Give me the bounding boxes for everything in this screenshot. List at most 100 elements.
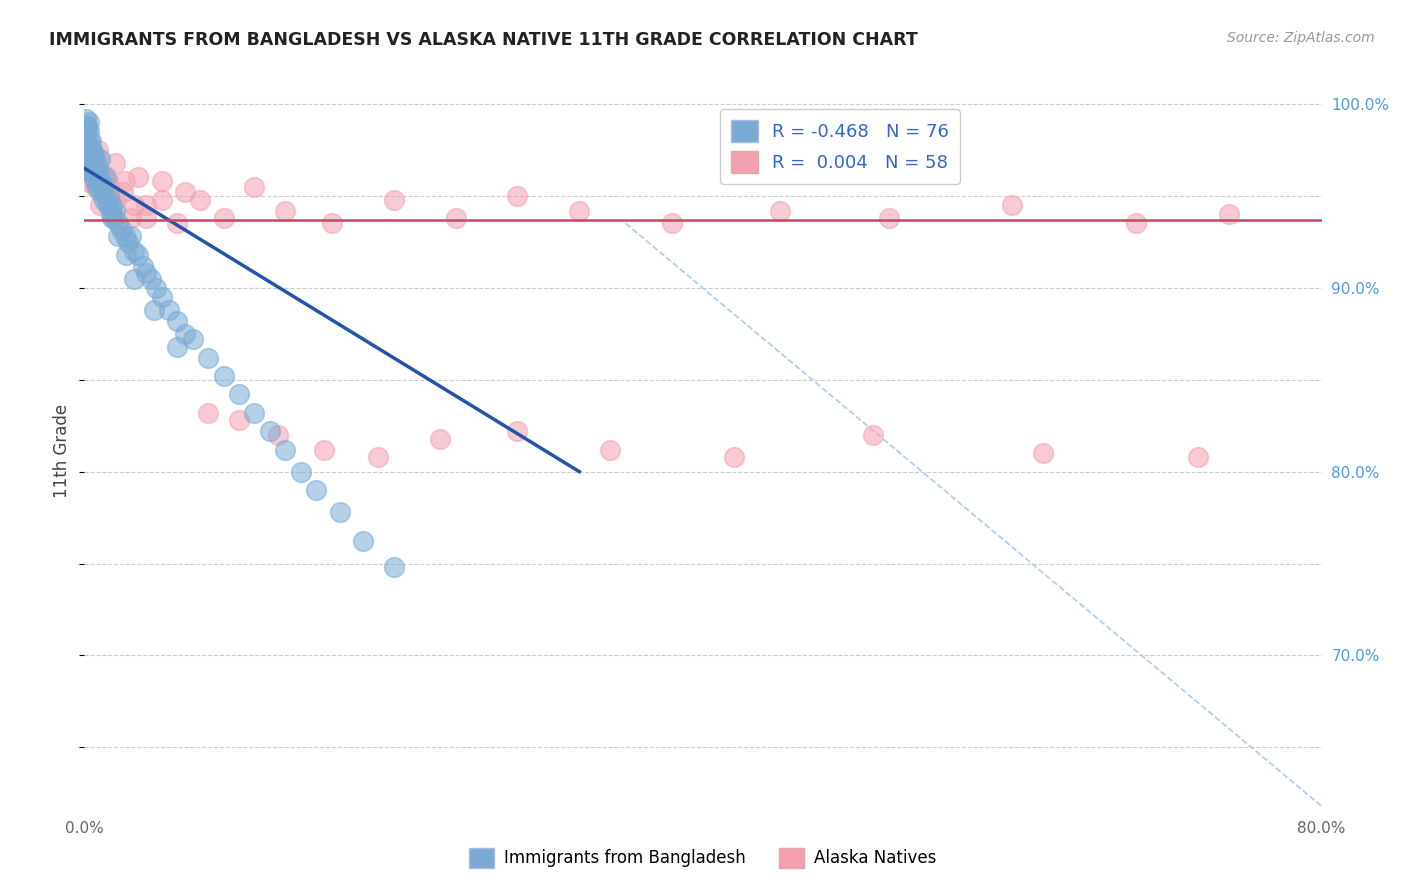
Point (166, 216, 188, 230)
Point (120, 211, 142, 225)
Point (79, 134, 101, 148)
Point (94, 170, 117, 185)
Point (661, 216, 683, 230)
Point (1187, 450, 1209, 464)
Point (75, 137, 97, 152)
Point (429, 432, 451, 446)
Point (110, 222, 132, 236)
Point (83, 170, 105, 185)
Point (82, 152, 104, 166)
Legend: R = -0.468   N = 76, R =  0.004   N = 58: R = -0.468 N = 76, R = 0.004 N = 58 (720, 109, 960, 184)
Point (1218, 207, 1240, 221)
Point (83, 148, 105, 162)
Point (83, 152, 105, 166)
Point (76, 119, 98, 133)
Point (98, 179, 121, 194)
Point (150, 193, 173, 207)
Point (1001, 198, 1024, 212)
Point (79, 152, 101, 166)
Point (127, 170, 149, 185)
Point (82, 143, 104, 157)
Point (197, 406, 219, 420)
Point (135, 266, 157, 280)
Point (769, 203, 792, 218)
Point (84, 174, 107, 188)
Point (305, 483, 328, 497)
Point (243, 179, 266, 194)
Point (290, 465, 312, 479)
Point (89, 174, 111, 188)
Point (312, 442, 335, 457)
Point (122, 244, 145, 258)
Point (77, 143, 100, 157)
Point (568, 203, 591, 218)
Point (75, 112, 97, 126)
Point (212, 369, 235, 384)
Point (267, 427, 290, 442)
Point (98, 189, 121, 203)
Point (76, 124, 98, 138)
Point (76, 148, 98, 162)
Point (101, 198, 124, 212)
Point (83, 167, 105, 181)
Point (76, 155, 98, 169)
Point (150, 290, 173, 304)
Point (93, 193, 115, 207)
Point (79, 155, 101, 169)
Point (135, 198, 157, 212)
Point (82, 167, 104, 181)
Point (877, 211, 900, 225)
Point (82, 143, 104, 157)
Point (91, 170, 114, 185)
Point (1032, 446, 1054, 460)
Point (122, 198, 145, 212)
Point (104, 193, 127, 207)
Point (274, 442, 297, 457)
Point (117, 235, 139, 249)
Point (114, 174, 136, 188)
Point (723, 450, 745, 464)
Point (96, 198, 118, 212)
Point (96, 198, 118, 212)
Point (174, 185, 197, 199)
Point (321, 216, 343, 230)
Point (87, 143, 110, 157)
Point (91, 179, 114, 194)
Point (181, 332, 204, 346)
Point (382, 193, 405, 207)
Point (274, 203, 297, 218)
Y-axis label: 11th Grade: 11th Grade (53, 403, 72, 498)
Legend: Immigrants from Bangladesh, Alaska Natives: Immigrants from Bangladesh, Alaska Nativ… (463, 841, 943, 875)
Text: IMMIGRANTS FROM BANGLADESH VS ALASKA NATIVE 11TH GRADE CORRELATION CHART: IMMIGRANTS FROM BANGLADESH VS ALASKA NAT… (49, 31, 918, 49)
Point (139, 271, 162, 285)
Text: Source: ZipAtlas.com: Source: ZipAtlas.com (1227, 31, 1375, 45)
Point (506, 424, 529, 438)
Point (91, 185, 114, 199)
Point (159, 302, 180, 317)
Point (382, 560, 405, 574)
Point (101, 203, 124, 218)
Point (166, 314, 188, 328)
Point (188, 193, 211, 207)
Point (104, 155, 127, 169)
Point (103, 211, 125, 225)
Point (86, 161, 108, 176)
Point (75, 155, 97, 169)
Point (90, 174, 112, 188)
Point (114, 229, 136, 244)
Point (86, 155, 108, 169)
Point (228, 413, 250, 427)
Point (87, 167, 110, 181)
Point (122, 271, 145, 285)
Point (75, 143, 97, 157)
Point (150, 174, 173, 188)
Point (86, 179, 108, 194)
Point (107, 229, 129, 244)
Point (197, 351, 219, 365)
Point (132, 259, 155, 273)
Point (145, 281, 167, 295)
Point (104, 203, 127, 218)
Point (100, 207, 122, 221)
Point (107, 216, 129, 230)
Point (77, 134, 100, 148)
